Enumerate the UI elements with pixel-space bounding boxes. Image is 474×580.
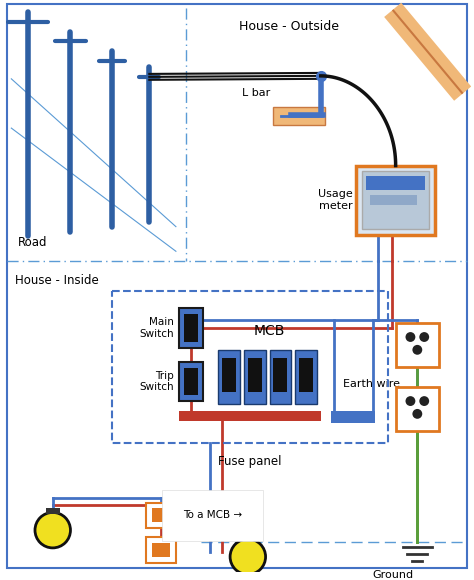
Text: Earth wire: Earth wire xyxy=(344,379,401,389)
FancyBboxPatch shape xyxy=(219,350,240,404)
Circle shape xyxy=(405,332,415,342)
FancyBboxPatch shape xyxy=(362,172,429,229)
Text: Ground: Ground xyxy=(372,570,413,579)
Text: Road: Road xyxy=(18,237,48,249)
Circle shape xyxy=(419,396,429,406)
Circle shape xyxy=(230,539,265,575)
Text: To a MCB →: To a MCB → xyxy=(183,510,242,520)
Text: House - Inside: House - Inside xyxy=(15,274,99,287)
FancyBboxPatch shape xyxy=(370,195,417,205)
Circle shape xyxy=(419,332,429,342)
FancyBboxPatch shape xyxy=(222,358,236,392)
Text: Main
Switch: Main Switch xyxy=(139,317,174,339)
Text: Usage
meter: Usage meter xyxy=(318,189,352,211)
Text: Fuse panel: Fuse panel xyxy=(218,455,282,468)
FancyBboxPatch shape xyxy=(152,509,170,522)
FancyBboxPatch shape xyxy=(179,362,202,401)
Circle shape xyxy=(405,396,415,406)
FancyBboxPatch shape xyxy=(366,176,425,190)
FancyBboxPatch shape xyxy=(248,358,262,392)
FancyBboxPatch shape xyxy=(179,411,321,420)
Text: House - Outside: House - Outside xyxy=(239,20,339,32)
FancyBboxPatch shape xyxy=(295,350,317,404)
FancyBboxPatch shape xyxy=(273,107,325,125)
FancyBboxPatch shape xyxy=(146,502,176,528)
FancyBboxPatch shape xyxy=(146,537,176,563)
FancyBboxPatch shape xyxy=(299,358,313,392)
FancyBboxPatch shape xyxy=(152,543,170,557)
FancyBboxPatch shape xyxy=(270,350,291,404)
FancyBboxPatch shape xyxy=(8,4,466,568)
Circle shape xyxy=(412,409,422,419)
FancyBboxPatch shape xyxy=(331,411,375,423)
FancyBboxPatch shape xyxy=(396,387,439,430)
FancyBboxPatch shape xyxy=(179,309,202,348)
FancyBboxPatch shape xyxy=(184,368,198,395)
FancyBboxPatch shape xyxy=(356,165,435,234)
FancyBboxPatch shape xyxy=(273,358,287,392)
Text: MCB: MCB xyxy=(254,324,285,338)
FancyBboxPatch shape xyxy=(396,323,439,367)
FancyBboxPatch shape xyxy=(241,535,255,541)
Text: Trip
Switch: Trip Switch xyxy=(139,371,174,392)
FancyBboxPatch shape xyxy=(46,509,60,514)
FancyBboxPatch shape xyxy=(184,314,198,342)
Text: L bar: L bar xyxy=(242,88,270,97)
Circle shape xyxy=(412,345,422,355)
FancyBboxPatch shape xyxy=(244,350,265,404)
Circle shape xyxy=(35,512,71,548)
